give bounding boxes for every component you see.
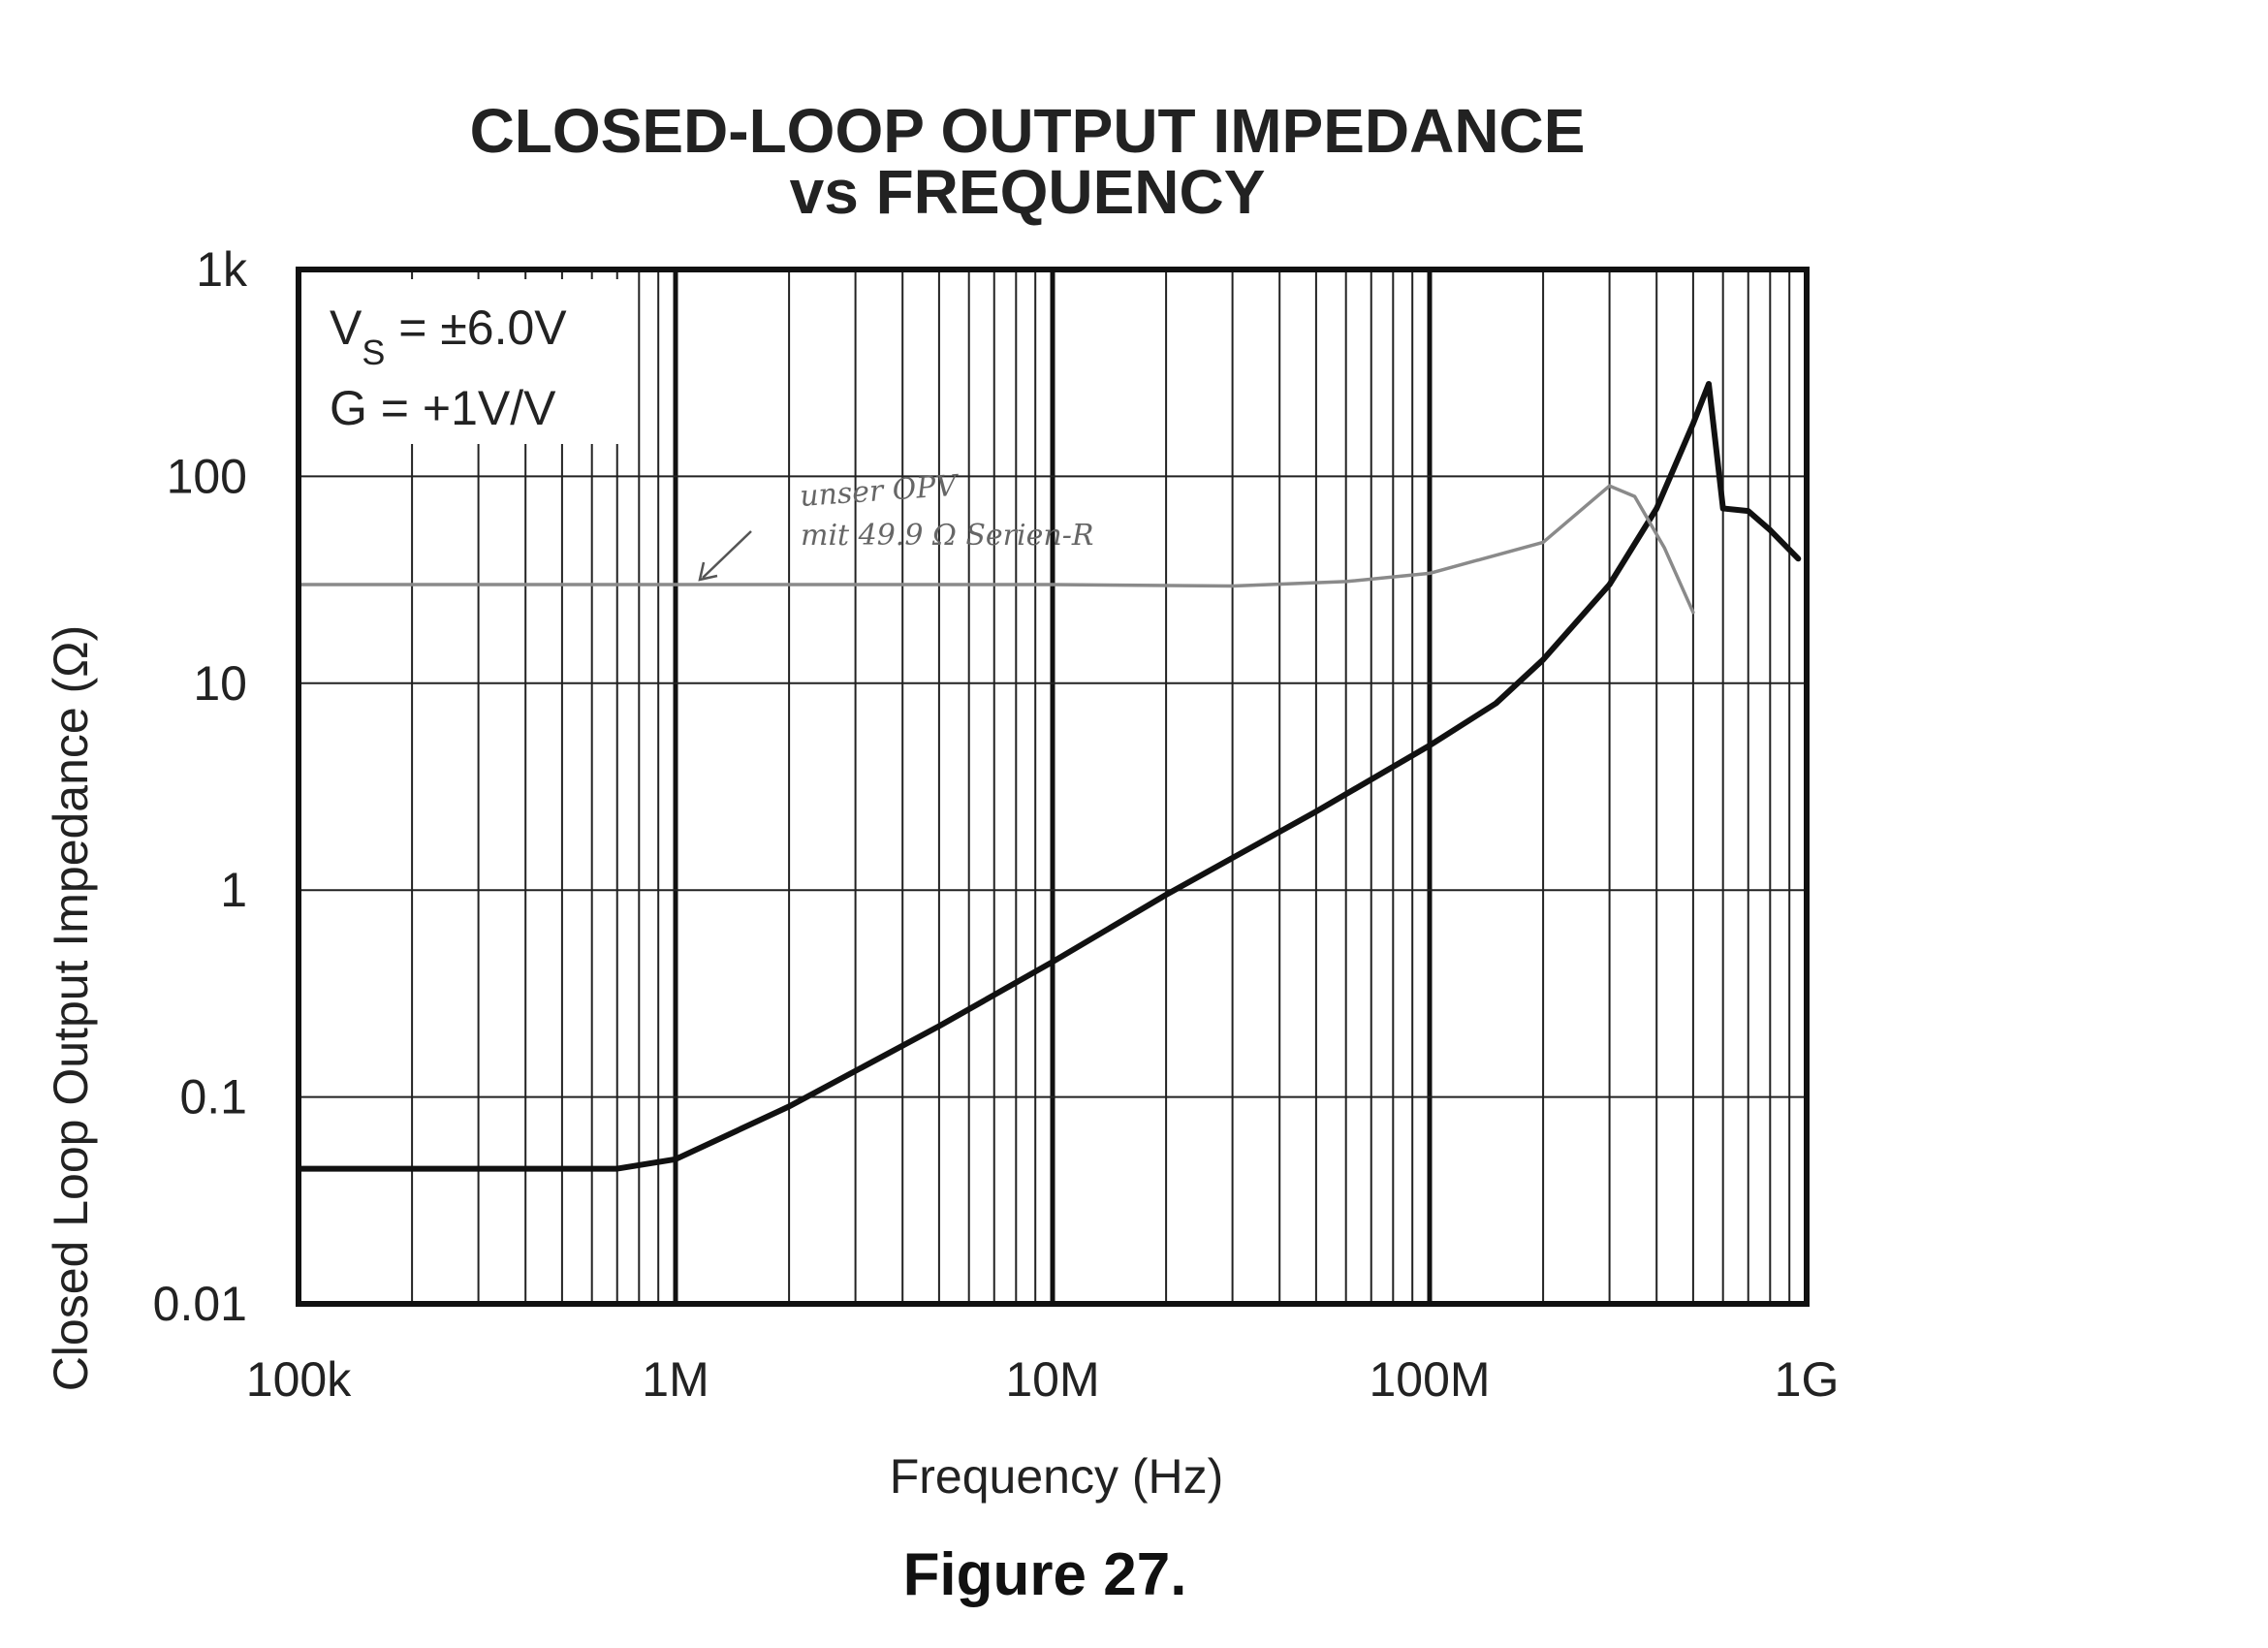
handwritten-arrowhead [698, 561, 718, 582]
handwritten-arrow [702, 530, 752, 579]
handwritten-note-line2: mit 49.9 Ω Serien-R [801, 519, 1093, 553]
chart-title-line1: CLOSED-LOOP OUTPUT IMPEDANCE [470, 96, 1586, 166]
x-axis-label: Frequency (Hz) [890, 1449, 1224, 1504]
annotation-gain: G = +1V/V [330, 381, 556, 435]
x-tick-label: 100M [1369, 1352, 1490, 1407]
y-tick-label: 0.1 [179, 1070, 247, 1125]
chart-title-line2: vs FREQUENCY [790, 157, 1266, 227]
figure-caption: Figure 27. [903, 1541, 1187, 1608]
x-tick-label: 100k [246, 1352, 352, 1407]
y-tick-label: 10 [193, 656, 247, 711]
y-axis-label: Closed Loop Output Impedance (Ω) [44, 625, 98, 1392]
x-tick-label: 1M [642, 1352, 709, 1407]
y-tick-label: 1 [220, 863, 247, 917]
plot-frame [296, 267, 1810, 1307]
series-line-datasheet [296, 381, 1802, 1172]
series-lines [296, 381, 1802, 1172]
y-tick-label: 0.01 [153, 1277, 247, 1331]
y-tick-label: 100 [167, 449, 247, 503]
series-line-handdrawn [297, 484, 1695, 615]
annotation-box: VS = ±6.0V G = +1V/V [308, 279, 638, 444]
y-tick-label: 1k [196, 242, 248, 297]
tick-labels: 100k 1M 10M 100M 1G 0.01 0.1 1 10 100 1k [153, 242, 1840, 1407]
annotation-supply: VS = ±6.0V [330, 301, 567, 372]
x-tick-label: 10M [1005, 1352, 1099, 1407]
x-tick-label: 1G [1775, 1352, 1840, 1407]
